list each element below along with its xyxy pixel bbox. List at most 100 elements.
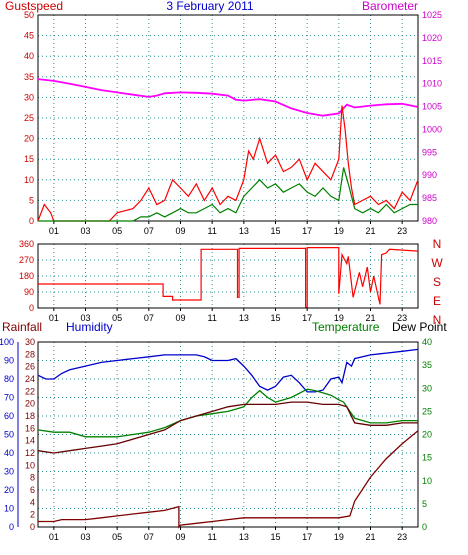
x-tick-label: 03 xyxy=(80,532,90,542)
x-tick-label: 19 xyxy=(334,532,344,542)
x-tick-label: 09 xyxy=(175,226,185,236)
rainfall-tick-label: 50 xyxy=(4,430,14,440)
rainfall-tick-label: 90 xyxy=(4,356,14,366)
rainfall-tick-label: 70 xyxy=(4,393,14,403)
humidity-line xyxy=(37,348,419,393)
rainfall-tick-label: 40 xyxy=(4,448,14,458)
temperature-label: Temperature xyxy=(312,320,380,334)
rainfall-label: Rainfall xyxy=(2,320,42,334)
x-tick-label: 05 xyxy=(112,313,122,323)
x-tick-label: 11 xyxy=(207,313,216,323)
barometer-tick-label: 1005 xyxy=(422,102,442,112)
barometer-line xyxy=(37,78,419,117)
humidity-tick-label: 12 xyxy=(25,448,35,458)
humidity-tick-label: 18 xyxy=(25,411,35,421)
plot-frame xyxy=(37,341,419,528)
gustspeed-label: Gustspeed xyxy=(5,0,63,13)
rainfall-tick-label: 60 xyxy=(4,411,14,421)
barometer-tick-label: 980 xyxy=(422,216,437,226)
wind-line xyxy=(38,167,418,222)
barometer-tick-label: 985 xyxy=(422,193,437,203)
gustspeed-tick-label: 15 xyxy=(24,154,34,164)
chart-title: 3 February 2011 xyxy=(166,0,253,13)
gustspeed-tick-label: 10 xyxy=(24,175,34,185)
plot-frame xyxy=(37,14,419,222)
humidity-tick-label: 16 xyxy=(25,423,35,433)
temperature-tick-label: 5 xyxy=(422,499,427,509)
direction-tick-label: 360 xyxy=(19,239,34,249)
barometer-tick-label: 990 xyxy=(422,170,437,180)
rainfall-tick-label: 80 xyxy=(4,374,14,384)
x-tick-label: 07 xyxy=(144,313,154,323)
x-tick-label: 09 xyxy=(175,532,185,542)
gustspeed-tick-label: 35 xyxy=(24,72,34,82)
x-tick-label: 13 xyxy=(239,532,249,542)
x-tick-label: 23 xyxy=(397,532,407,542)
x-tick-label: 11 xyxy=(207,226,216,236)
gustspeed-tick-label: 5 xyxy=(29,195,34,205)
compass-label: S xyxy=(433,275,441,289)
temperature-tick-label: 25 xyxy=(422,406,432,416)
x-tick-label: 01 xyxy=(49,226,59,236)
x-tick-label: 15 xyxy=(270,226,280,236)
x-tick-label: 19 xyxy=(334,226,344,236)
humidity-tick-label: 24 xyxy=(25,374,35,384)
x-tick-label: 07 xyxy=(144,532,154,542)
gust-line xyxy=(37,105,419,222)
wind-barometer-panel: 0510152025303540455098098599099510001005… xyxy=(24,10,442,236)
temperature-tick-label: 30 xyxy=(422,383,432,393)
temperature-tick-label: 15 xyxy=(422,453,432,463)
barometer-tick-label: 1000 xyxy=(422,124,442,134)
rainfall-tick-label: 100 xyxy=(0,337,14,347)
humidity-tick-label: 28 xyxy=(25,349,35,359)
humidity-tick-label: 26 xyxy=(25,362,35,372)
gustspeed-tick-label: 50 xyxy=(24,10,34,20)
x-tick-label: 19 xyxy=(334,313,344,323)
barometer-tick-label: 1010 xyxy=(422,79,442,89)
x-tick-label: 23 xyxy=(397,313,407,323)
humidity-tick-label: 20 xyxy=(25,399,35,409)
barometer-tick-label: 1025 xyxy=(422,10,442,20)
x-tick-label: 09 xyxy=(175,313,185,323)
x-tick-label: 01 xyxy=(49,313,59,323)
barometer-tick-label: 995 xyxy=(422,147,437,157)
temperature-tick-label: 0 xyxy=(422,522,427,532)
x-tick-label: 13 xyxy=(239,226,249,236)
compass-label: N xyxy=(433,313,442,327)
x-tick-label: 01 xyxy=(49,532,59,542)
humidity-tick-label: 0 xyxy=(30,522,35,532)
dewpoint-line xyxy=(37,401,418,454)
x-tick-label: 21 xyxy=(365,313,375,323)
x-tick-label: 17 xyxy=(302,532,312,542)
barometer-tick-label: 1020 xyxy=(422,33,442,43)
temperature-tick-label: 10 xyxy=(422,476,432,486)
rain-humidity-temperature-panel: 0102030405060708090100024681012141618202… xyxy=(0,337,432,542)
temperature-tick-label: 20 xyxy=(422,430,432,440)
x-tick-label: 17 xyxy=(302,226,312,236)
dewpoint-label: Dew Point xyxy=(392,320,447,334)
x-tick-label: 21 xyxy=(365,532,375,542)
direction-tick-label: 90 xyxy=(24,287,34,297)
x-tick-label: 23 xyxy=(397,226,407,236)
barometer-tick-label: 1015 xyxy=(422,56,442,66)
wind-direction-line xyxy=(38,247,419,308)
x-tick-label: 15 xyxy=(270,532,280,542)
gustspeed-tick-label: 20 xyxy=(24,134,34,144)
plot-frame xyxy=(37,243,419,309)
x-tick-label: 11 xyxy=(207,532,216,542)
rainfall-line xyxy=(38,430,419,529)
gustspeed-tick-label: 40 xyxy=(24,51,34,61)
x-tick-label: 15 xyxy=(270,313,280,323)
barometer-label: Barometer xyxy=(362,0,418,13)
temperature-tick-label: 40 xyxy=(422,337,432,347)
rainfall-tick-label: 10 xyxy=(4,504,14,514)
direction-tick-label: 0 xyxy=(29,303,34,313)
compass-label: W xyxy=(431,256,443,270)
x-tick-label: 17 xyxy=(302,313,312,323)
x-tick-label: 07 xyxy=(144,226,154,236)
compass-label: N xyxy=(433,237,442,251)
gustspeed-tick-label: 30 xyxy=(24,92,34,102)
humidity-tick-label: 6 xyxy=(30,485,35,495)
